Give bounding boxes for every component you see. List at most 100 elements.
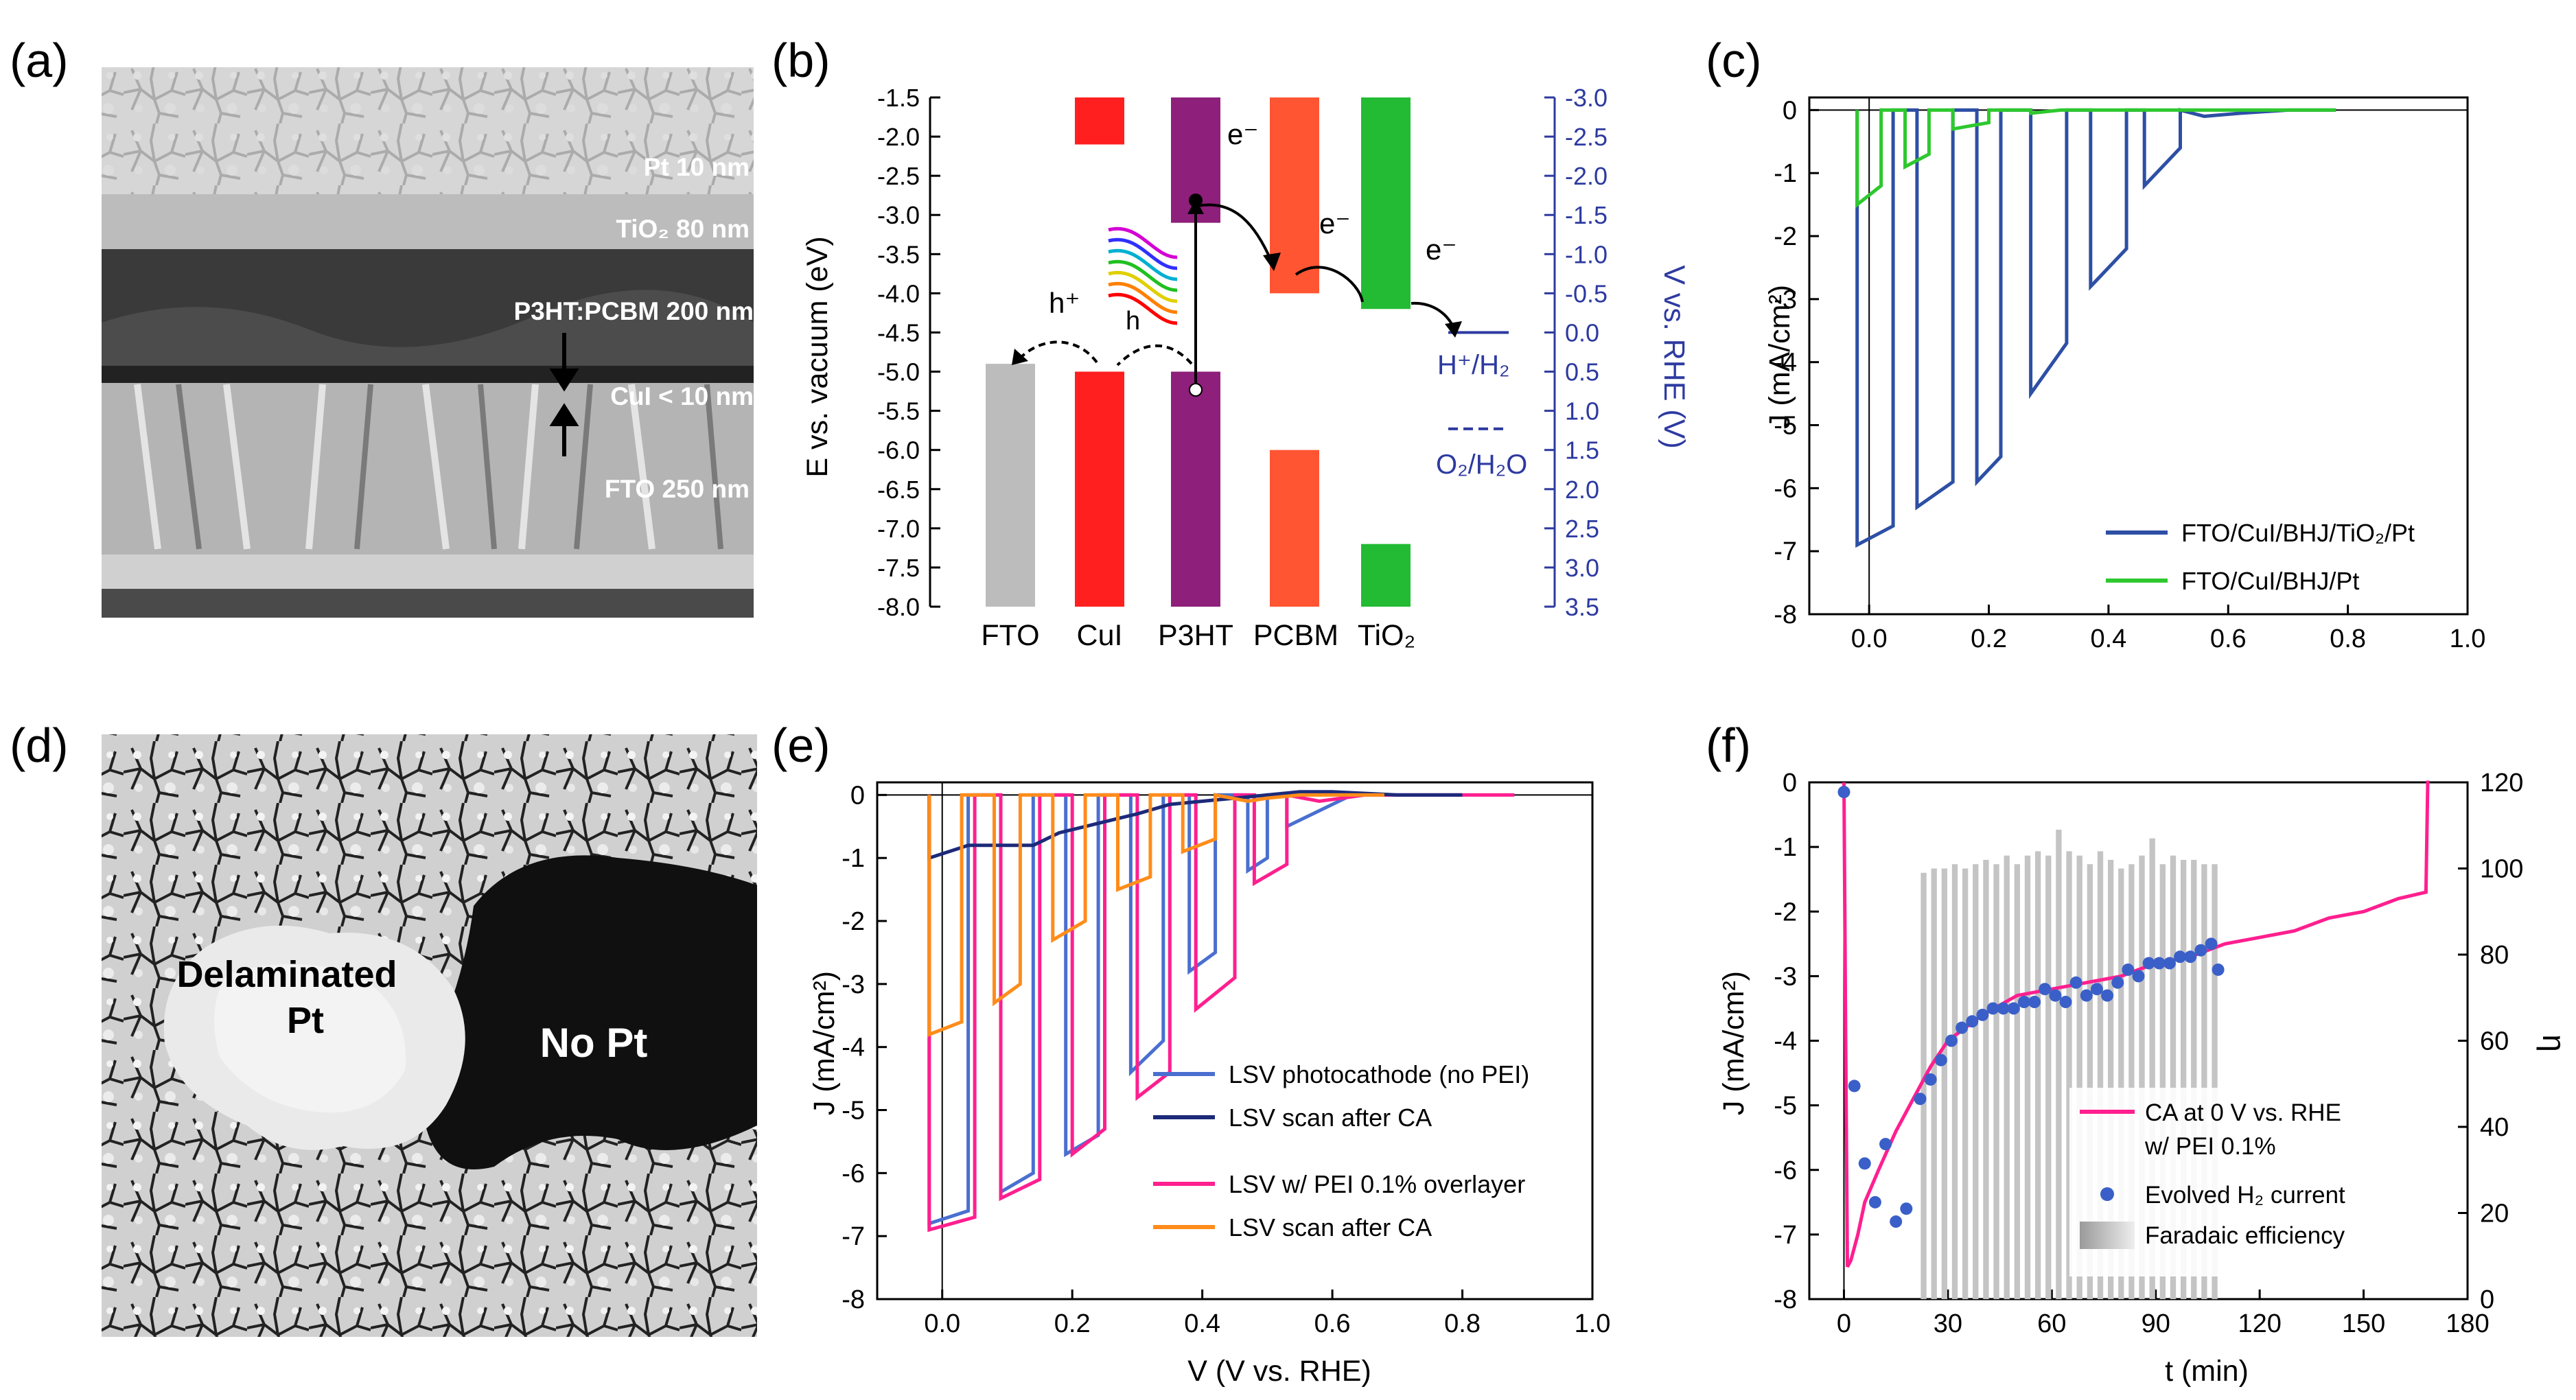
h2-current-point: [2059, 996, 2072, 1009]
faradaic-bar: [2107, 859, 2114, 1299]
sem-top-view-image: [102, 734, 757, 1337]
layer-label-tio2: TiO₂ 80 nm: [616, 215, 750, 243]
band-pcbm: [1270, 450, 1319, 607]
hole-transfer-arrowhead: [1012, 349, 1028, 365]
x-tick-label: 1.0: [1575, 1309, 1611, 1338]
faradaic-bar: [2045, 855, 2052, 1299]
b-left-tick-label: -1.5: [877, 84, 920, 112]
y-tick-label: -8: [1774, 1285, 1797, 1314]
b-right-tick-label: -1.0: [1565, 240, 1608, 268]
plot-frame: [1808, 96, 2469, 616]
layer-label-fto: FTO 250 nm: [605, 475, 750, 503]
h2-current-point: [1976, 1008, 1989, 1021]
faradaic-bar: [2024, 855, 2031, 1299]
faradaic-bar: [2191, 859, 2197, 1299]
y-tick-label: -3: [842, 970, 865, 999]
h2-current-point: [2069, 976, 2082, 989]
series-line-3: [927, 793, 1384, 1037]
y-tick-label: -2: [1774, 898, 1797, 926]
y-tick-label: -5: [842, 1097, 865, 1125]
b-left-tick-label: -4.0: [877, 279, 920, 307]
h2-current-point: [1945, 1034, 1958, 1047]
electron-transfer-arrow-tio2: [1295, 266, 1364, 303]
e-yaxis-label: J (mA/cm²): [808, 971, 841, 1115]
x-tick-label: 120: [2238, 1309, 2281, 1338]
faradaic-bar: [2066, 851, 2072, 1299]
panel-label-b: (b): [771, 34, 831, 87]
material-label-cui: CuI: [1077, 619, 1123, 652]
legend-label: LSV photocathode (no PEI): [1229, 1060, 1529, 1088]
material-label-tio2: TiO₂: [1358, 619, 1415, 652]
f-eta-axis-label: η: [2536, 1034, 2572, 1052]
faradaic-bar: [2201, 864, 2207, 1299]
photon-arrow: [1108, 248, 1178, 281]
y2-tick-label: 100: [2480, 855, 2523, 884]
h2-current-point: [2205, 937, 2218, 950]
legend-label-fe: Faradaic efficiency: [2145, 1222, 2345, 1249]
band-tio2: [1361, 544, 1411, 607]
faradaic-bar: [2149, 838, 2155, 1299]
faradaic-bar: [2170, 855, 2177, 1299]
panel-label-f: (f): [1706, 719, 1751, 772]
h2-current-point: [2174, 950, 2187, 964]
energy-diagram: -1.5 -2.0 -2.5 -3.0 -3.5 -4.0 -4.5 -5.0 -5.5 -6.0…: [877, 84, 1608, 621]
y-tick-label: -6: [842, 1159, 865, 1188]
h2-current-point: [2142, 957, 2155, 970]
sem-cross-section-image: [102, 67, 754, 618]
b-right-tick-label: 0.5: [1565, 358, 1599, 386]
f-xaxis-label: t (min): [2165, 1355, 2249, 1388]
photon-arrow: [1108, 226, 1178, 259]
faradaic-bar: [1983, 859, 1989, 1299]
h2-current-point: [1879, 1138, 1892, 1151]
band-fto: [986, 364, 1035, 607]
hole-dot: [1189, 383, 1203, 397]
b-right-tick-label: 3.5: [1565, 593, 1599, 621]
y2-tick-label: 0: [2480, 1285, 2494, 1314]
h2-current-point: [2090, 983, 2103, 996]
c-yaxis-label: J (mA/cm²): [1763, 285, 1796, 429]
y-tick-label: -4: [842, 1034, 865, 1062]
h2-redox-label: H⁺/H₂: [1437, 350, 1510, 380]
h2-current-point: [1858, 1157, 1871, 1170]
x-tick-label: 0: [1837, 1309, 1851, 1338]
y-tick-label: -6: [1774, 1156, 1797, 1185]
material-label-fto: FTO: [981, 619, 1039, 652]
b-right-tick-label: -1.5: [1565, 201, 1608, 229]
b-right-tick-label: 3.0: [1565, 554, 1599, 582]
h2-current-point: [2153, 957, 2166, 970]
legend-label: FTO/CuI/BHJ/Pt: [2181, 567, 2359, 595]
b-right-tick-label: 1.0: [1565, 397, 1599, 425]
h2-current-point: [2184, 950, 2197, 964]
faradaic-bar: [1973, 864, 1979, 1299]
h2-current-point: [1868, 1195, 1881, 1209]
faradaic-bar: [1951, 864, 1958, 1299]
faradaic-bar: [2139, 855, 2145, 1299]
h2-current-point: [2212, 963, 2225, 976]
x-tick-label: 150: [2342, 1309, 2385, 1338]
b-right-tick-label: -2.0: [1565, 162, 1608, 190]
faradaic-bar: [2076, 855, 2082, 1299]
x-tick-label: 0.6: [1314, 1309, 1351, 1338]
legend-label-h2: Evolved H₂ current: [2145, 1182, 2345, 1209]
h2-current-point: [1934, 1053, 1947, 1066]
y-tick-label: -3: [1774, 285, 1797, 314]
photon-label: h: [1126, 307, 1140, 336]
b-right-tick-label: 1.5: [1565, 436, 1599, 465]
panel-label-d: (d): [10, 719, 69, 772]
material-label-p3ht: P3HT: [1158, 619, 1233, 652]
b-right-tick-label: -2.5: [1565, 123, 1608, 151]
y-tick-label: -4: [1774, 349, 1797, 377]
y-tick-label: -7: [1774, 537, 1797, 566]
h2-current-point: [1848, 1080, 1861, 1093]
delaminated-label: Delaminated: [176, 954, 397, 995]
h2-current-point: [1914, 1093, 1927, 1106]
y-tick-label: 0: [1783, 96, 1797, 125]
energy-axis-label: E vs. vacuum (eV): [801, 236, 834, 477]
electron-transfer-arrowhead-pcbm: [1263, 253, 1281, 271]
legend-label: LSV scan after CA: [1229, 1213, 1432, 1241]
b-right-tick-label: -3.0: [1565, 84, 1608, 112]
electron-dot: [1189, 194, 1203, 207]
hole-transfer-arrow-cui: [1116, 345, 1193, 366]
faradaic-bar: [2097, 851, 2104, 1299]
h2-current-point: [2028, 996, 2041, 1009]
